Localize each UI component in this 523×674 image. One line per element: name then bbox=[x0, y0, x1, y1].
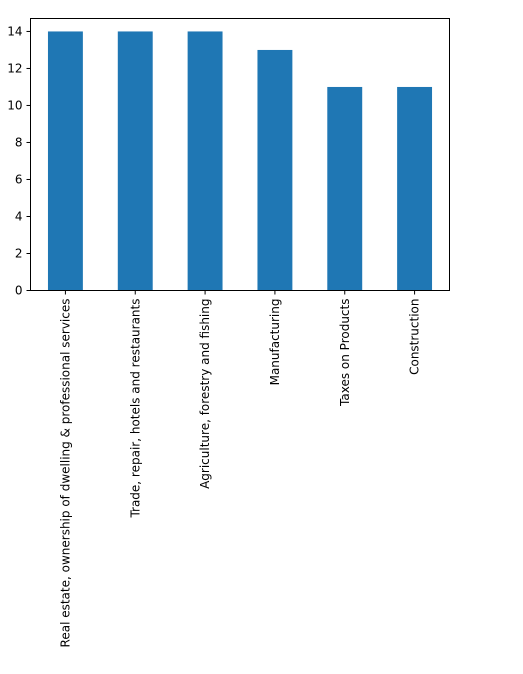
x-tick-label: Taxes on Products bbox=[338, 299, 352, 407]
y-tick-label: 12 bbox=[7, 61, 22, 75]
plot-frame bbox=[30, 18, 450, 291]
x-axis: Real estate, ownership of dwelling & pro… bbox=[58, 290, 422, 648]
x-tick-label: Trade, repair, hotels and restaurants bbox=[128, 299, 142, 519]
bar-2 bbox=[117, 31, 153, 291]
x-tick-label: Real estate, ownership of dwelling & pro… bbox=[58, 299, 72, 648]
x-tick-label: Agriculture, forestry and fishing bbox=[198, 299, 212, 489]
bar-6 bbox=[397, 86, 433, 291]
y-tick-label: 14 bbox=[7, 24, 22, 38]
y-tick-label: 6 bbox=[15, 172, 23, 186]
y-tick-label: 10 bbox=[7, 98, 22, 112]
x-tick-label: Manufacturing bbox=[268, 299, 282, 386]
y-tick-label: 0 bbox=[15, 284, 23, 298]
y-tick-label: 8 bbox=[15, 135, 23, 149]
x-tick-label: Construction bbox=[408, 299, 422, 375]
bar-5 bbox=[327, 86, 363, 291]
bar-1 bbox=[47, 31, 83, 291]
y-tick-label: 4 bbox=[15, 209, 23, 223]
y-tick-label: 2 bbox=[15, 246, 23, 260]
bar-4 bbox=[257, 49, 293, 291]
bar-3 bbox=[187, 31, 223, 291]
bars-group bbox=[47, 31, 433, 291]
y-axis: 0 2 4 6 8 10 12 14 bbox=[7, 24, 31, 298]
